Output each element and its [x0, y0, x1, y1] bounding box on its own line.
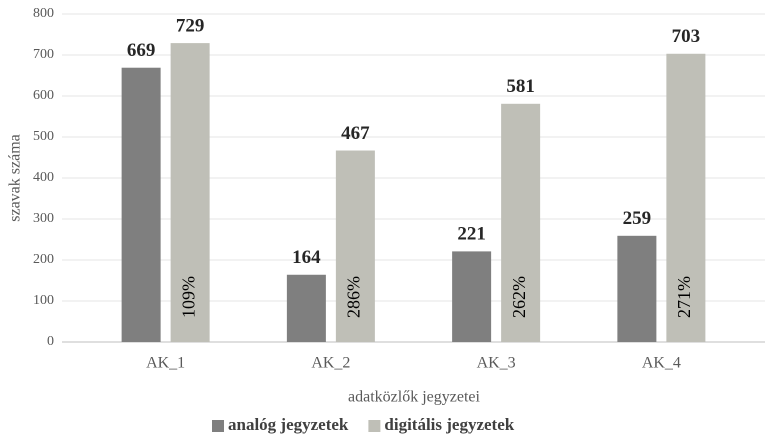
y-tick-label: 500 — [33, 129, 54, 144]
value-label: 703 — [672, 26, 701, 47]
bar — [121, 67, 161, 343]
bar — [452, 251, 492, 342]
x-tick-label: AK_3 — [477, 355, 516, 372]
value-label: 669 — [127, 40, 156, 61]
value-label: 164 — [292, 247, 321, 268]
value-label: 467 — [341, 123, 370, 144]
y-tick-label: 200 — [33, 252, 54, 267]
y-tick-label: 700 — [33, 47, 54, 62]
bar — [335, 150, 375, 342]
legend-label: digitális jegyzetek — [384, 415, 514, 434]
y-tick-label: 300 — [33, 211, 54, 226]
annotation: 286% — [344, 276, 364, 318]
x-tick-label: AK_4 — [642, 355, 681, 372]
y-tick-label: 400 — [33, 170, 54, 185]
bar — [501, 103, 541, 342]
x-tick-label: AK_1 — [146, 355, 185, 372]
value-label: 729 — [176, 15, 205, 36]
value-label: 259 — [623, 208, 652, 229]
y-tick-label: 800 — [33, 6, 54, 21]
legend-label: analóg jegyzetek — [228, 415, 349, 434]
bar — [286, 274, 326, 342]
x-tick-label: AK_2 — [311, 355, 350, 372]
annotation: 109% — [178, 276, 198, 318]
y-axis-title: szavak száma — [7, 134, 24, 222]
y-tick-label: 600 — [33, 88, 54, 103]
bar — [170, 43, 210, 343]
bar — [617, 235, 657, 342]
y-tick-label: 100 — [33, 293, 54, 308]
legend-swatch — [212, 420, 224, 432]
bar — [666, 53, 706, 343]
annotation: 262% — [509, 276, 529, 318]
y-tick-label: 0 — [47, 334, 54, 349]
annotation: 271% — [674, 276, 694, 318]
value-label: 221 — [457, 224, 486, 245]
value-label: 581 — [506, 76, 535, 97]
legend-swatch — [368, 420, 381, 432]
x-axis-title: adatközlők jegyzetei — [348, 389, 480, 406]
